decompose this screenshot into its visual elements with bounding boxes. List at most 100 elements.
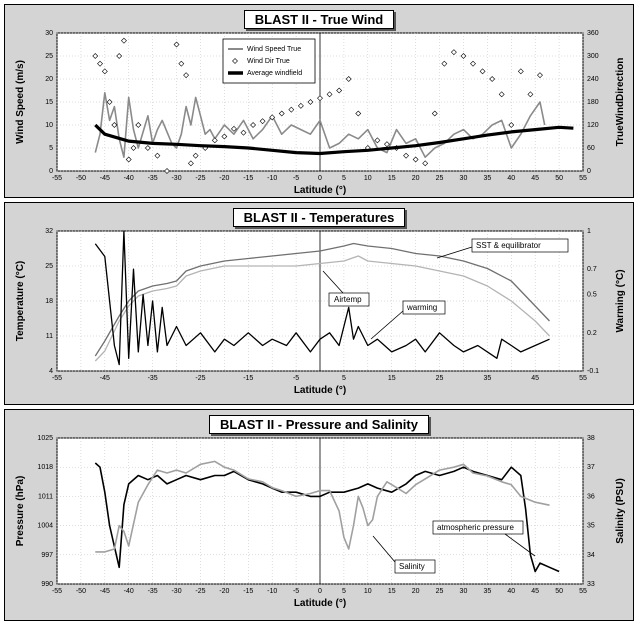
pressure-salinity-chart-title: BLAST II - Pressure and Salinity <box>209 415 429 434</box>
wind-dir-point <box>517 68 524 75</box>
y-axis-label: Wind Speed (m/s) <box>15 60 26 144</box>
x-tick-label: 45 <box>531 375 539 382</box>
annotation-salinity: Salinity <box>399 562 425 571</box>
x-tick-label: -35 <box>148 375 158 382</box>
y2-axis-label: Warming (°C) <box>615 269 626 332</box>
y2-tick-label: 240 <box>587 76 599 83</box>
x-axis-label: Latitude (°) <box>294 598 346 609</box>
wind-dir-point <box>269 114 276 121</box>
wind-dir-point <box>173 41 180 48</box>
annotation-warming: warming <box>406 303 437 312</box>
annotation-arrow-sst <box>436 246 473 259</box>
temperature-panel: -55 -45 -35 -25 -15 -5 5 15 25 35 45 55 4 11 18 25 32 -0.… <box>4 202 634 405</box>
pressure-salinity-chart: -55 -50 -45 -40 -35 -30 -25 -20 -15 -10 -5 0 5 10 15 20… <box>15 435 626 609</box>
x-tick-label: 35 <box>483 375 491 382</box>
x-tick-label: 5 <box>342 375 346 382</box>
wind-dir-point <box>187 160 194 167</box>
x-tick-label: -55 <box>52 175 62 182</box>
x-tick-label: 0 <box>318 175 322 182</box>
x-tick-label: -5 <box>293 375 299 382</box>
x-tick-label: 35 <box>483 588 491 595</box>
x-tick-label: -35 <box>148 588 158 595</box>
y2-tick-label: 360 <box>587 30 599 37</box>
x-tick-label: -50 <box>76 588 86 595</box>
x-tick-label: -10 <box>267 588 277 595</box>
wind-dir-point <box>116 53 123 59</box>
y-tick-label: 18 <box>45 298 53 305</box>
y-tick-label: 0 <box>49 168 53 175</box>
x-tick-label: -30 <box>171 588 181 595</box>
y2-tick-label: 0.7 <box>587 266 597 273</box>
wind-dir-point <box>288 106 295 113</box>
y2-tick-label: 35 <box>587 523 595 530</box>
wind-dir-point <box>183 72 190 79</box>
annotation-pressure: atmospheric pressure <box>437 523 514 532</box>
x-tick-label: -45 <box>100 588 110 595</box>
x-tick-label: 30 <box>460 175 468 182</box>
annotation-arrow-pressure <box>504 533 536 557</box>
wind-dir-point <box>537 72 543 79</box>
legend-label-wind-speed: Wind Speed True <box>247 46 301 53</box>
x-tick-label: 45 <box>531 588 539 595</box>
x-tick-label: 20 <box>412 588 420 595</box>
x-tick-label: 10 <box>364 588 372 595</box>
x-tick-label: 25 <box>436 588 444 595</box>
y2-axis-label: Salinity (PSU) <box>615 478 626 544</box>
x-tick-label: -20 <box>219 588 229 595</box>
x-tick-label: 55 <box>579 375 587 382</box>
x-tick-label: 15 <box>388 375 396 382</box>
annotation-box-pressure <box>432 520 524 535</box>
y-tick-label: 5 <box>49 145 53 152</box>
x-tick-label: 50 <box>555 175 563 182</box>
x-tick-label: -55 <box>52 588 62 595</box>
x-tick-label: -25 <box>195 588 205 595</box>
x-tick-label: 10 <box>364 175 372 182</box>
wind-dir-point <box>441 60 448 67</box>
y-tick-label: 997 <box>41 552 53 559</box>
wind-dir-point <box>307 99 314 105</box>
wind-dir-point <box>345 76 352 82</box>
wind-dir-point <box>498 91 505 98</box>
wind-dir-point <box>259 118 266 125</box>
y2-tick-label: 1 <box>587 228 591 235</box>
wind-dir-point <box>178 60 185 67</box>
x-tick-label: 40 <box>507 588 515 595</box>
temperature-chart: -55 -45 -35 -25 -15 -5 5 15 25 35 45 55411182532-0.… <box>15 228 626 396</box>
y-tick-label: 1018 <box>37 464 53 471</box>
wind-dir-point <box>192 152 199 159</box>
wind-dir-point <box>384 141 390 148</box>
x-tick-label: 25 <box>436 375 444 382</box>
wind-dir-point <box>479 68 486 75</box>
y2-tick-label: 38 <box>587 435 595 442</box>
y-tick-label: 15 <box>45 99 53 106</box>
x-tick-label: 45 <box>531 175 539 182</box>
y2-tick-label: 120 <box>587 122 599 129</box>
x-tick-label: -5 <box>293 588 299 595</box>
y2-tick-label: 36 <box>587 493 595 500</box>
y2-tick-label: -0.1 <box>587 368 599 375</box>
wind-dir-point <box>355 110 362 117</box>
y2-tick-label: 180 <box>587 99 599 106</box>
y-tick-label: 30 <box>45 30 53 37</box>
wind-dir-point <box>326 91 333 98</box>
x-tick-label: 5 <box>342 588 346 595</box>
wind-dir-point <box>211 137 218 144</box>
wind-dir-point <box>412 156 419 163</box>
wind-dir-point <box>135 122 142 128</box>
x-tick-label: -5 <box>293 175 299 182</box>
y2-tick-label: 60 <box>587 145 595 152</box>
legend-box <box>222 38 316 84</box>
x-tick-label: 30 <box>460 588 468 595</box>
y-tick-label: 990 <box>41 581 53 588</box>
wind-dir-point <box>422 160 429 167</box>
annotation-arrow-airtemp <box>322 270 344 294</box>
x-axis-label: Latitude (°) <box>294 385 346 396</box>
y2-tick-label: 37 <box>587 464 595 471</box>
x-tick-label: 20 <box>412 175 420 182</box>
x-tick-label: -40 <box>124 175 134 182</box>
y-tick-label: 11 <box>46 333 53 340</box>
x-tick-label: 55 <box>579 175 587 182</box>
y2-tick-label: 0 <box>587 168 591 175</box>
y-tick-label: 1004 <box>37 523 53 530</box>
x-tick-label: 15 <box>388 175 396 182</box>
